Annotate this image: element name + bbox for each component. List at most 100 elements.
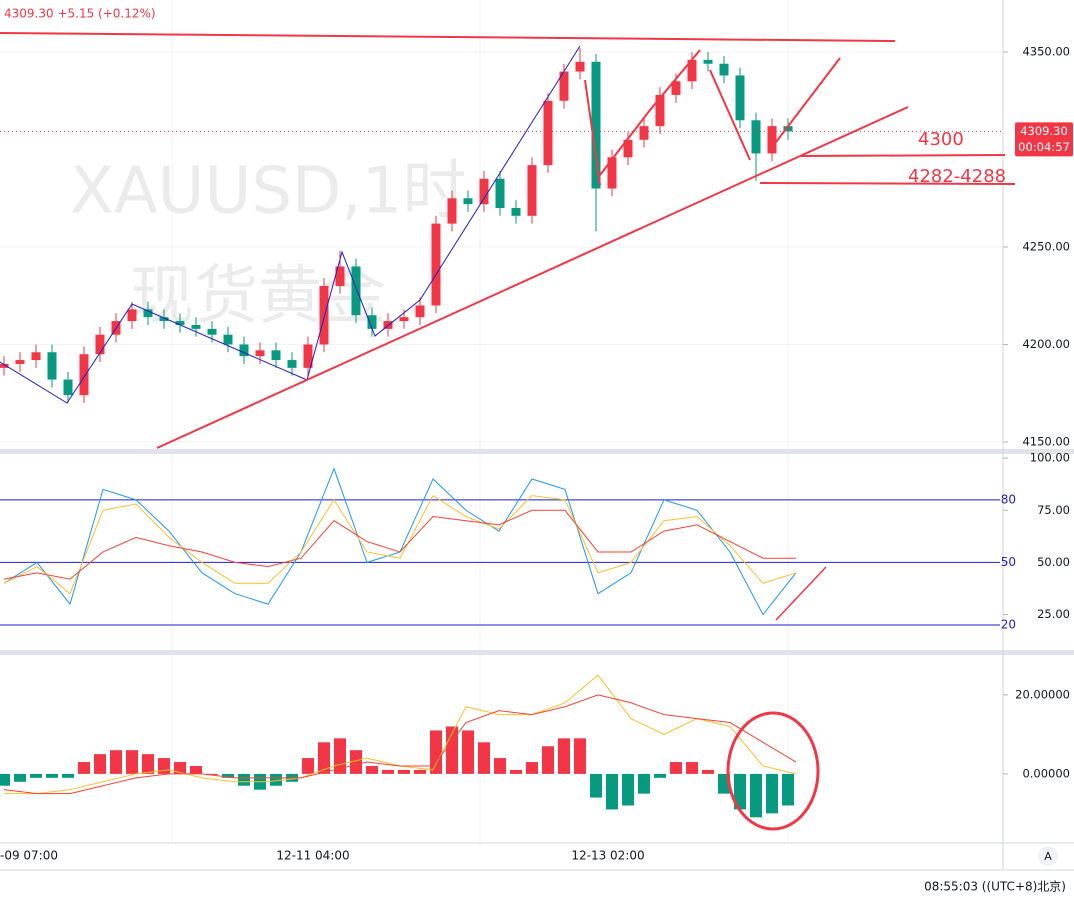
candle-body bbox=[495, 178, 505, 209]
histogram-bar bbox=[366, 765, 378, 774]
histogram-bar bbox=[206, 773, 218, 775]
histogram-bar bbox=[414, 769, 426, 774]
candle-body bbox=[127, 309, 137, 322]
histogram-bar bbox=[654, 773, 666, 778]
trendlines bbox=[0, 32, 1016, 621]
histogram-bar bbox=[238, 773, 250, 786]
histogram-bar bbox=[574, 738, 586, 774]
histogram-bar bbox=[622, 773, 634, 806]
histogram-bar bbox=[590, 773, 602, 798]
histogram-bar bbox=[782, 773, 794, 806]
candle-body bbox=[255, 350, 265, 357]
candle-body bbox=[239, 344, 249, 357]
candle-body bbox=[447, 198, 457, 224]
y-tick-label: 4350.00 bbox=[1022, 45, 1070, 59]
histogram-bar bbox=[638, 773, 650, 794]
candle-body bbox=[751, 120, 761, 154]
histogram-bar bbox=[350, 750, 362, 774]
candle-body bbox=[767, 126, 777, 154]
histogram-bar bbox=[526, 762, 538, 774]
candle-body bbox=[223, 334, 233, 345]
histogram-bar bbox=[398, 769, 410, 774]
annotation: 4300 bbox=[918, 129, 964, 150]
candle-body bbox=[0, 363, 9, 368]
histogram-bar bbox=[126, 750, 138, 774]
y-tick-label: 100.00 bbox=[1030, 451, 1070, 465]
candle-body bbox=[31, 352, 41, 361]
candle-body bbox=[575, 61, 585, 72]
candle-body bbox=[559, 71, 569, 101]
histogram-bar bbox=[14, 773, 26, 782]
candle-body bbox=[463, 198, 473, 205]
histogram-bar bbox=[382, 769, 394, 774]
y-tick-label: 4250.00 bbox=[1022, 239, 1070, 253]
time-label: -09 07:00 bbox=[0, 849, 58, 863]
histogram-bar bbox=[94, 754, 106, 774]
candle-body bbox=[671, 81, 681, 95]
separator bbox=[0, 650, 1074, 655]
candle-body bbox=[287, 360, 297, 368]
y-tick-label: 50.00 bbox=[1037, 555, 1070, 569]
histogram-bar bbox=[558, 738, 570, 774]
candle-body bbox=[479, 178, 489, 205]
candle-body bbox=[15, 360, 25, 364]
histogram-bar bbox=[190, 765, 202, 774]
highlight-ring bbox=[726, 711, 820, 831]
histogram-bar bbox=[222, 773, 234, 778]
line-series bbox=[3, 509, 796, 580]
candle-body bbox=[783, 126, 793, 132]
y-tick-label: 75.00 bbox=[1037, 503, 1070, 517]
candle-body bbox=[351, 266, 361, 316]
histogram-bar bbox=[702, 769, 714, 774]
candle-body bbox=[655, 94, 665, 127]
auto-label[interactable]: A bbox=[1044, 850, 1052, 863]
histogram-bar bbox=[302, 758, 314, 774]
candle-body bbox=[335, 266, 345, 286]
candle-body bbox=[175, 321, 185, 325]
histogram-bar bbox=[750, 773, 762, 818]
candle-body bbox=[415, 305, 425, 318]
histogram-bar bbox=[734, 773, 746, 810]
quote: 4309.30 +5.15 (+0.12%) bbox=[4, 7, 156, 21]
histogram-bar bbox=[478, 742, 490, 774]
auto-button[interactable] bbox=[1038, 846, 1058, 866]
candle-body bbox=[367, 315, 377, 329]
candle-body bbox=[47, 352, 57, 380]
line-series bbox=[3, 694, 797, 795]
candle-body bbox=[95, 334, 105, 355]
histogram-bar bbox=[670, 762, 682, 774]
countdown: 00:04:57 bbox=[1018, 140, 1070, 154]
histogram-bar bbox=[174, 762, 186, 774]
histogram-bar bbox=[686, 762, 698, 774]
candle-body bbox=[207, 328, 217, 335]
candle-body bbox=[319, 285, 329, 345]
level-label: 80 bbox=[1001, 492, 1016, 506]
price-tag-label: 4309.30 bbox=[1020, 124, 1068, 138]
time-label: 12-11 04:00 bbox=[276, 849, 349, 863]
candle-body bbox=[63, 379, 73, 396]
price-tag bbox=[1015, 122, 1073, 157]
annotation: 4282-4288 bbox=[908, 166, 1006, 187]
histogram-bar bbox=[494, 758, 506, 774]
clock: 08:55:03 ((UTC+8)北京) bbox=[924, 880, 1066, 894]
candle-body bbox=[735, 75, 745, 121]
histogram-bar bbox=[462, 730, 474, 774]
watermark: 现货黄金 bbox=[130, 260, 386, 334]
histogram-bar bbox=[78, 762, 90, 774]
histogram-bar bbox=[62, 773, 74, 778]
histogram-bar bbox=[318, 742, 330, 774]
line-series bbox=[3, 494, 797, 595]
candle-body bbox=[543, 100, 553, 166]
candle-body bbox=[591, 61, 601, 189]
candle-body bbox=[623, 139, 633, 158]
candle-body bbox=[143, 309, 153, 318]
histogram-bar bbox=[510, 769, 522, 774]
candle-body bbox=[607, 157, 617, 189]
time-label: 12-13 02:00 bbox=[571, 849, 644, 863]
candle-body bbox=[79, 354, 89, 396]
candle-body bbox=[687, 59, 697, 82]
v-grid bbox=[171, 0, 789, 843]
candle-body bbox=[431, 223, 441, 306]
